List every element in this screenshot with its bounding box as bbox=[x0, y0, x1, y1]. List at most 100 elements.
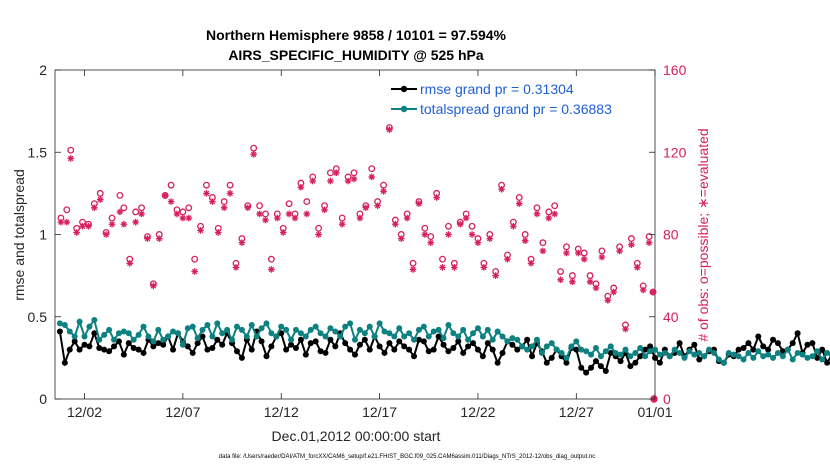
series-obs_possible bbox=[57, 124, 657, 329]
obs-evaluated-point bbox=[397, 235, 405, 242]
totalspread-point bbox=[120, 328, 127, 335]
rmse-point bbox=[602, 368, 609, 375]
rmse-point bbox=[455, 338, 462, 345]
rmse-point bbox=[760, 343, 767, 350]
totalspread-point bbox=[720, 359, 727, 366]
obs-evaluated-point bbox=[238, 239, 246, 247]
totalspread-point bbox=[420, 323, 427, 330]
rmse-point bbox=[499, 349, 506, 356]
right-tick-label: 160 bbox=[663, 62, 687, 78]
totalspread-point bbox=[130, 336, 137, 343]
totalspread-point bbox=[602, 348, 609, 355]
obs-evaluated-point bbox=[197, 227, 204, 234]
obs-evaluated-point bbox=[445, 231, 452, 238]
totalspread-point bbox=[573, 338, 580, 345]
right-tick-label: 40 bbox=[663, 309, 679, 325]
rmse-point bbox=[514, 346, 521, 353]
rmse-point bbox=[71, 338, 78, 345]
totalspread-point bbox=[125, 330, 132, 337]
x-tick-label: 12/22 bbox=[460, 404, 495, 420]
totalspread-point bbox=[774, 349, 781, 356]
totalspread-point bbox=[804, 354, 811, 361]
obs-evaluated-point bbox=[73, 229, 80, 236]
rmse-point bbox=[765, 346, 772, 353]
obs-evaluated-point bbox=[85, 222, 92, 230]
totalspread-point bbox=[533, 336, 540, 343]
rmse-point bbox=[445, 348, 452, 355]
totalspread-point bbox=[415, 326, 422, 333]
obs-evaluated-point bbox=[604, 297, 612, 304]
totalspread-point bbox=[789, 356, 796, 363]
obs-possible-point bbox=[521, 231, 529, 238]
totalspread-point bbox=[209, 333, 216, 340]
obs-evaluated-point bbox=[338, 220, 346, 228]
rmse-point bbox=[489, 346, 496, 353]
left-tick-label: 0 bbox=[39, 391, 47, 407]
rmse-point bbox=[735, 346, 742, 353]
totalspread-point bbox=[543, 343, 550, 350]
rmse-point bbox=[150, 343, 157, 350]
rmse-point bbox=[292, 345, 299, 352]
obs-evaluated-point bbox=[220, 204, 228, 212]
rmse-point bbox=[199, 333, 206, 340]
left-tick-label: 2 bbox=[39, 62, 47, 78]
obs-evaluated-point bbox=[557, 276, 564, 284]
obs-possible-point bbox=[250, 144, 258, 152]
obs-possible-point bbox=[138, 204, 146, 212]
obs-evaluated-point bbox=[628, 241, 635, 249]
totalspread-point bbox=[824, 349, 830, 356]
rmse-point bbox=[386, 340, 393, 347]
rmse-point bbox=[450, 345, 457, 352]
obs-evaluated-point bbox=[273, 214, 281, 222]
rmse-point bbox=[258, 338, 265, 345]
obs-evaluated-point bbox=[356, 214, 364, 222]
series-totalspread bbox=[56, 317, 830, 366]
rmse-point bbox=[356, 341, 363, 348]
totalspread-point bbox=[612, 349, 619, 356]
rmse-point bbox=[652, 354, 658, 361]
totalspread-point bbox=[386, 330, 393, 337]
obs-evaluated-point bbox=[63, 218, 71, 226]
rmse-point bbox=[637, 353, 644, 360]
totalspread-point bbox=[524, 346, 531, 353]
totalspread-point bbox=[91, 317, 98, 324]
rmse-point bbox=[656, 359, 663, 366]
rmse-point bbox=[465, 343, 472, 350]
rmse-point bbox=[115, 338, 122, 345]
totalspread-point bbox=[735, 353, 742, 360]
obs-evaluated-point bbox=[649, 288, 657, 296]
right-axis-label: # of obs: o=possible; ∗=evaluated bbox=[695, 128, 711, 341]
obs-evaluated-point bbox=[374, 202, 381, 210]
rmse-point bbox=[750, 346, 757, 353]
totalspread-point bbox=[597, 353, 604, 360]
totalspread-point bbox=[637, 345, 644, 352]
totalspread-point bbox=[676, 349, 683, 356]
rmse-point bbox=[770, 336, 777, 343]
legend-spread-label: totalspread grand pr = 0.36883 bbox=[420, 101, 612, 117]
rmse-point bbox=[696, 356, 703, 363]
totalspread-point bbox=[706, 346, 713, 353]
obs-evaluated-point bbox=[315, 231, 322, 238]
obs-evaluated-point bbox=[179, 214, 187, 222]
totalspread-point bbox=[607, 343, 614, 350]
totalspread-point bbox=[671, 346, 678, 353]
rmse-point bbox=[219, 341, 226, 348]
totalspread-point bbox=[322, 333, 329, 340]
totalspread-point bbox=[479, 333, 486, 340]
totalspread-point bbox=[627, 353, 634, 360]
legend: rmse grand pr = 0.31304 totalspread gran… bbox=[387, 78, 647, 120]
rmse-point bbox=[332, 343, 339, 350]
totalspread-point bbox=[160, 336, 167, 343]
rmse-point bbox=[789, 340, 796, 347]
totalspread-point bbox=[302, 333, 309, 340]
rmse-point bbox=[809, 340, 816, 347]
totalspread-point bbox=[794, 349, 801, 356]
totalspread-point bbox=[332, 328, 339, 335]
x-tick-label: 12/27 bbox=[559, 404, 594, 420]
obs-evaluated-point bbox=[120, 220, 128, 228]
rmse-point bbox=[524, 336, 531, 343]
rmse-point bbox=[189, 349, 196, 356]
obs-possible-point bbox=[315, 224, 323, 232]
obs-possible-point bbox=[267, 255, 275, 263]
rmse-point bbox=[342, 340, 349, 347]
